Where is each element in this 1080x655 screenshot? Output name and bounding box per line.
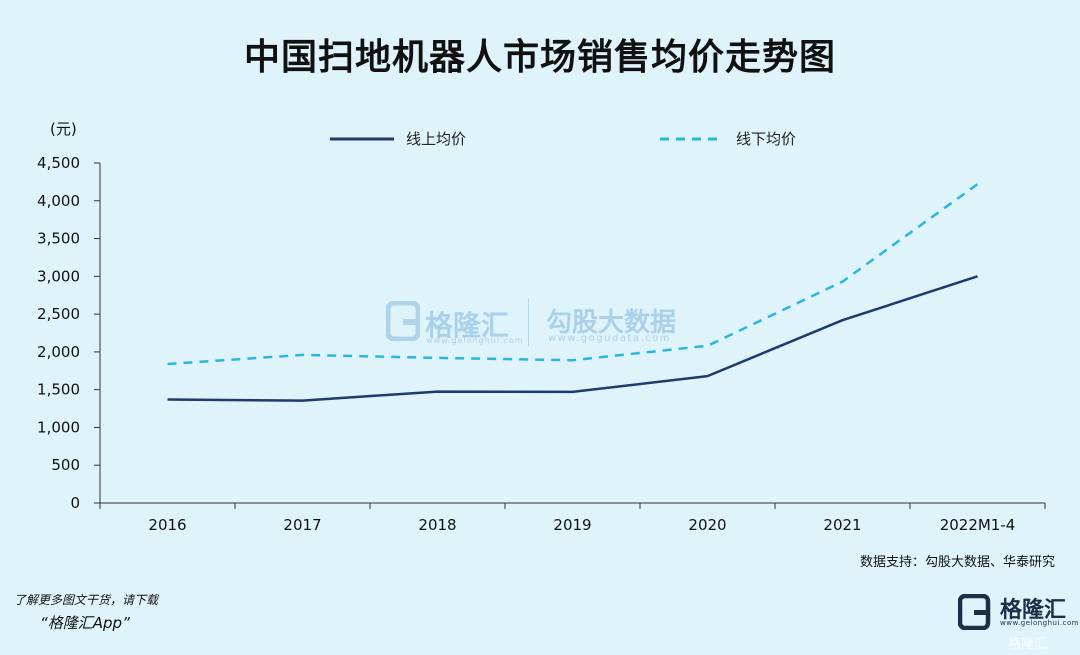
legend-offline-label: 线下均价 xyxy=(736,130,797,148)
legend-offline: 线下均价 xyxy=(660,128,796,149)
corner-watermark: 格隆汇 xyxy=(1008,637,1048,652)
source-note: 数据支持：勾股大数据、华泰研究 xyxy=(859,555,1055,570)
y-tick-label: 1,500 xyxy=(37,381,80,399)
chart-title: 中国扫地机器人市场销售均价走势图 xyxy=(243,37,836,78)
x-tick-label: 2020 xyxy=(688,516,726,534)
x-tick-label: 2021 xyxy=(823,516,861,534)
watermark-logo-url: www.gelonghui.com xyxy=(426,336,524,345)
legend-offline-swatch xyxy=(660,137,724,140)
chart-plot: 0 500 1,000 1,500 2,000 2,500 3,000 3,500 4,000 4… xyxy=(37,154,1046,534)
watermark-logo-text: 格隆汇 xyxy=(425,309,510,342)
watermark-logo-icon xyxy=(386,301,420,341)
watermark-right-text: 勾股大数据 xyxy=(546,308,677,338)
brand-logo-url: www.gelonghui.com xyxy=(1000,619,1080,627)
x-tick-label: 2022M1-4 xyxy=(940,516,1016,534)
x-tick-label: 2016 xyxy=(148,516,186,534)
y-tick-label: 0 xyxy=(70,494,80,512)
legend-online-swatch xyxy=(330,137,394,140)
brand-logo-text: 格隆汇 xyxy=(1000,598,1067,623)
y-axis-unit-label: (元) xyxy=(50,120,77,138)
watermark-divider xyxy=(528,298,529,346)
y-tick-label: 3,000 xyxy=(37,267,80,285)
y-tick-label: 1,000 xyxy=(37,418,80,436)
series-line-online xyxy=(167,275,978,402)
y-tick-label: 2,500 xyxy=(37,305,80,323)
legend-online: 线上均价 xyxy=(330,128,466,149)
x-tick-label: 2019 xyxy=(553,516,591,534)
y-tick-label: 2,000 xyxy=(37,343,80,361)
promo-line-2: “格隆汇App” xyxy=(40,614,130,632)
brand-logo-icon xyxy=(958,594,991,630)
x-tick-label: 2018 xyxy=(418,516,456,534)
promo-line-1: 了解更多图文干货，请下载 xyxy=(14,593,159,607)
legend-online-label: 线上均价 xyxy=(406,130,467,148)
y-tick-label: 500 xyxy=(51,456,80,474)
y-tick-label: 3,500 xyxy=(37,230,80,248)
x-tick-label: 2017 xyxy=(283,516,321,534)
watermark-right-url: www.gogudata.com xyxy=(548,333,672,344)
y-tick-label: 4,000 xyxy=(37,192,80,210)
series-line-offline xyxy=(167,183,979,366)
y-tick-label: 4,500 xyxy=(37,154,80,172)
